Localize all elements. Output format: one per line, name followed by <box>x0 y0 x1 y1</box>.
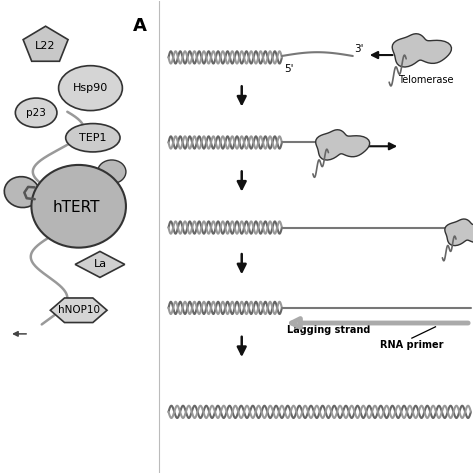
Text: p23: p23 <box>26 108 46 118</box>
Ellipse shape <box>59 66 122 110</box>
Text: Hsp90: Hsp90 <box>73 83 108 93</box>
Text: Lagging strand: Lagging strand <box>287 325 371 336</box>
Text: 5': 5' <box>284 64 294 74</box>
Polygon shape <box>445 219 474 246</box>
Text: hNOP10: hNOP10 <box>58 305 100 315</box>
Text: A: A <box>133 17 147 35</box>
Ellipse shape <box>66 124 120 152</box>
Text: TEP1: TEP1 <box>79 133 107 143</box>
Text: 3': 3' <box>354 44 364 54</box>
Polygon shape <box>392 34 451 67</box>
Ellipse shape <box>15 98 57 128</box>
Ellipse shape <box>98 160 126 183</box>
Text: Telomerase: Telomerase <box>398 75 454 85</box>
Polygon shape <box>316 130 370 160</box>
Text: RNA primer: RNA primer <box>380 339 444 349</box>
Ellipse shape <box>4 177 40 208</box>
Polygon shape <box>75 251 125 277</box>
Text: hTERT: hTERT <box>53 200 100 215</box>
Ellipse shape <box>31 165 126 247</box>
Text: La: La <box>93 259 107 269</box>
Polygon shape <box>23 26 68 61</box>
Polygon shape <box>50 298 107 322</box>
Text: L22: L22 <box>36 41 56 51</box>
